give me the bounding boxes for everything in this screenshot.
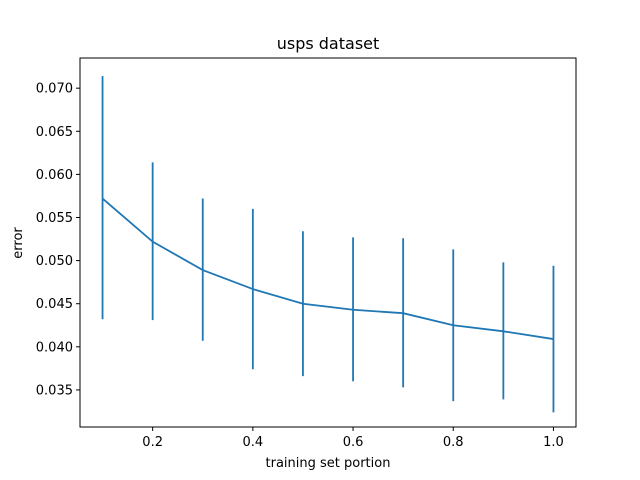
y-tick-label: 0.040 (36, 340, 73, 355)
series-layer (101, 76, 555, 413)
y-tick-label: 0.070 (36, 82, 73, 97)
series-line (101, 197, 554, 340)
plot-area-frame (79, 57, 577, 428)
x-axis-ticks: 0.2 0.4 0.6 0.8 1.0 (142, 427, 564, 450)
y-tick-label: 0.035 (36, 383, 73, 398)
y-axis-label: error (11, 227, 26, 259)
y-tick-label: 0.065 (36, 125, 73, 140)
x-tick-label: 0.4 (243, 435, 264, 450)
x-axis-label: training set portion (266, 456, 391, 471)
y-tick-label: 0.055 (36, 211, 73, 226)
x-tick-label: 0.8 (443, 435, 464, 450)
y-axis-ticks: 0.035 0.040 0.045 0.050 0.055 0.060 0.065 0.070 (36, 82, 80, 398)
x-tick-label: 1.0 (543, 435, 564, 450)
x-tick-label: 0.6 (343, 435, 364, 450)
y-tick-label: 0.050 (36, 254, 73, 269)
y-tick-label: 0.045 (36, 297, 73, 312)
x-tick-label: 0.2 (142, 435, 163, 450)
y-tick-label: 0.060 (36, 168, 73, 183)
chart-title: usps dataset (277, 34, 380, 53)
